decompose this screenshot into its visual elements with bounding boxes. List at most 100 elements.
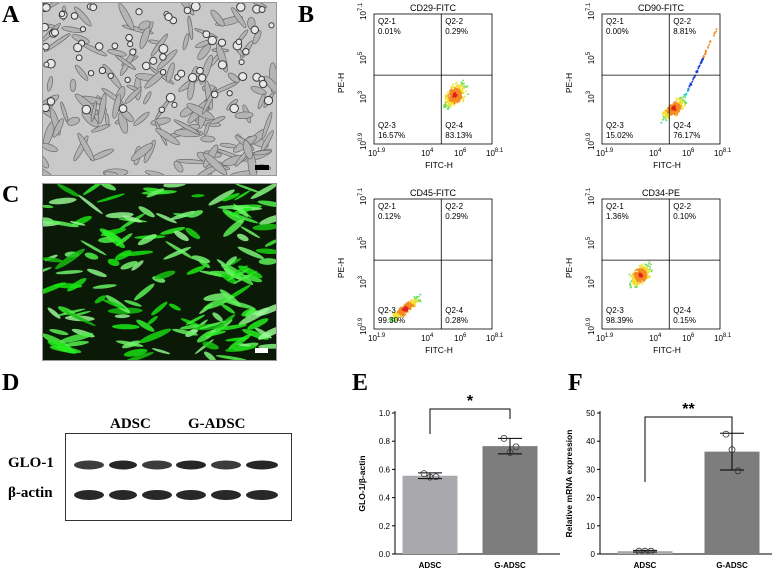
bar-g-adsc xyxy=(482,446,538,554)
y-tick-label: 105 xyxy=(358,51,368,64)
actin-band xyxy=(109,490,137,500)
quadrant-percent: 0.00% xyxy=(606,27,629,36)
quadrant-percent: 76.17% xyxy=(673,131,700,140)
quadrant-name: Q2-3 xyxy=(378,121,396,130)
bar-adsc xyxy=(402,475,458,554)
y-tick-label: 1.0 xyxy=(379,409,391,418)
x-tick-label: ADSC xyxy=(634,561,657,570)
scale-bar xyxy=(255,165,269,170)
y-axis-label: PE-H xyxy=(564,73,574,93)
actin-band xyxy=(246,490,278,500)
glo1-band xyxy=(211,460,241,470)
significance-bracket xyxy=(644,416,733,482)
x-tick-label: 108.1 xyxy=(486,148,504,158)
glo1-band xyxy=(246,460,278,470)
x-tick-label: G-ADSC xyxy=(494,561,526,570)
x-axis-label: FITC-H xyxy=(653,160,681,170)
quadrant-percent: 83.13% xyxy=(445,131,472,140)
x-axis-label: FITC-H xyxy=(425,160,453,170)
brightfield-cells xyxy=(43,3,276,175)
x-tick-label: 104 xyxy=(649,333,662,343)
y-tick-label: 0.4 xyxy=(379,494,391,503)
western-blot xyxy=(65,433,292,521)
quadrant-name: Q2-4 xyxy=(673,121,691,130)
bar-chart-f: 0 10 20 30 40 50 Relative mRNA expression ADSC G… xyxy=(560,395,778,572)
event-dots xyxy=(388,293,422,323)
quadrant-percent: 98.39% xyxy=(606,316,633,325)
x-tick-label: 104 xyxy=(421,333,434,343)
y-axis-label: PE-H xyxy=(336,73,346,93)
y-tick-label: 50 xyxy=(586,409,595,418)
panel-label-c: C xyxy=(2,182,20,208)
quadrant-name: Q2-4 xyxy=(673,306,691,315)
flow-plot-2: CD90-FITC Q2-1 0.00% Q2-2 8.81% Q2-3 15.02% Q2-… xyxy=(558,2,778,177)
chart-e-svg: 0.0 0.2 0.4 0.6 0.8 1.0 GLO-1/β-actin ADSC G-ADS… xyxy=(357,393,560,570)
significance-bracket xyxy=(429,408,511,434)
chart-f-svg: 0 10 20 30 40 50 Relative mRNA expression ADSC G… xyxy=(564,401,772,570)
quadrant-name: Q2-3 xyxy=(606,121,624,130)
panel-label-b: B xyxy=(298,2,315,28)
y-tick-label: 0.0 xyxy=(379,550,391,559)
x-tick-label: 106 xyxy=(682,148,695,158)
y-tick-label: 100.9 xyxy=(358,132,368,150)
y-tick-label: 100.9 xyxy=(358,317,368,335)
quadrant-name: Q2-4 xyxy=(445,121,463,130)
y-tick-label: 100.9 xyxy=(586,317,596,335)
y-axis-title: GLO-1/β-actin xyxy=(357,455,367,511)
y-tick-label: 10 xyxy=(586,522,595,531)
data-point xyxy=(512,443,520,451)
y-tick-label: 107.1 xyxy=(358,187,368,205)
y-tick-label: 20 xyxy=(586,494,595,503)
flow-title: CD90-FITC xyxy=(638,3,685,13)
y-tick-label: 105 xyxy=(586,236,596,249)
data-point xyxy=(506,449,514,456)
x-tick-label: 101.9 xyxy=(596,148,614,158)
y-tick-label: 0.2 xyxy=(379,522,391,531)
y-tick-label: 30 xyxy=(586,465,595,474)
quadrant-name: Q2-3 xyxy=(378,306,396,315)
data-point xyxy=(420,470,428,478)
quadrant-name: Q2-1 xyxy=(378,202,396,211)
data-point xyxy=(647,547,655,555)
quadrant-percent: 8.81% xyxy=(673,27,696,36)
y-tick-label: 103 xyxy=(358,275,368,288)
quadrant-percent: 0.15% xyxy=(673,316,696,325)
y-tick-label: 107.1 xyxy=(358,2,368,20)
actin-band xyxy=(176,490,206,500)
x-tick-label: 106 xyxy=(454,148,467,158)
brightfield-micrograph xyxy=(42,2,277,176)
quadrant-percent: 99.30% xyxy=(378,316,405,325)
x-tick-label: G-ADSC xyxy=(716,561,748,570)
glo1-band xyxy=(176,460,206,470)
fluorescent-texture xyxy=(43,184,276,360)
y-tick-label: 103 xyxy=(358,90,368,103)
actin-band xyxy=(142,490,172,500)
flow-title: CD45-FITC xyxy=(410,188,457,198)
y-tick-label: 0 xyxy=(591,550,596,559)
x-tick-label: 108.1 xyxy=(714,333,732,343)
flow-title: CD34-PE xyxy=(642,188,680,198)
blot-group-gadsc: G-ADSC xyxy=(188,416,246,432)
quadrant-name: Q2-3 xyxy=(606,306,624,315)
quadrant-name: Q2-2 xyxy=(445,202,463,211)
significance-marker: ** xyxy=(682,401,695,418)
actin-band xyxy=(74,490,104,500)
y-tick-label: 103 xyxy=(586,90,596,103)
plot-frame xyxy=(373,13,493,145)
y-tick-label: 105 xyxy=(358,236,368,249)
y-tick-label: 107.1 xyxy=(586,2,596,20)
data-point xyxy=(432,473,440,481)
actin-band xyxy=(211,490,241,500)
event-dots xyxy=(628,261,653,289)
x-tick-label: 104 xyxy=(421,148,434,158)
significance-marker: * xyxy=(467,395,474,410)
quadrant-name: Q2-1 xyxy=(378,17,396,26)
quadrant-name: Q2-1 xyxy=(606,202,624,211)
y-tick-label: 100.9 xyxy=(586,132,596,150)
glo1-band xyxy=(74,460,104,470)
flow-title: CD29-FITC xyxy=(410,3,457,13)
x-axis-label: FITC-H xyxy=(425,345,453,355)
x-tick-label: 108.1 xyxy=(486,333,504,343)
data-point xyxy=(722,430,730,438)
panel-label-f: F xyxy=(568,370,583,396)
